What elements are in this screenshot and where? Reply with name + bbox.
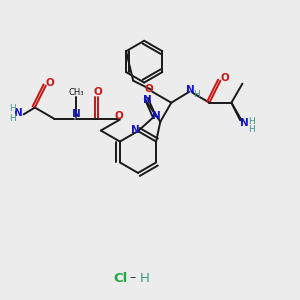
Text: N: N [186,85,195,95]
Text: CH₃: CH₃ [68,88,84,97]
Text: H: H [193,90,200,99]
Text: O: O [115,111,123,121]
Text: Cl: Cl [113,272,127,284]
Text: N: N [130,125,140,135]
Text: N: N [71,109,80,118]
Text: N: N [143,95,152,105]
Text: H: H [9,114,16,123]
Text: H: H [9,104,16,113]
Text: N: N [14,108,23,118]
Text: H: H [140,272,150,284]
Text: O: O [220,73,229,83]
Text: N: N [152,111,161,121]
Text: O: O [145,84,154,94]
Text: H: H [248,125,255,134]
Text: N: N [240,118,249,128]
Text: H: H [248,117,255,126]
Text: O: O [94,86,102,97]
Text: –: – [130,272,136,284]
Text: O: O [46,77,54,88]
